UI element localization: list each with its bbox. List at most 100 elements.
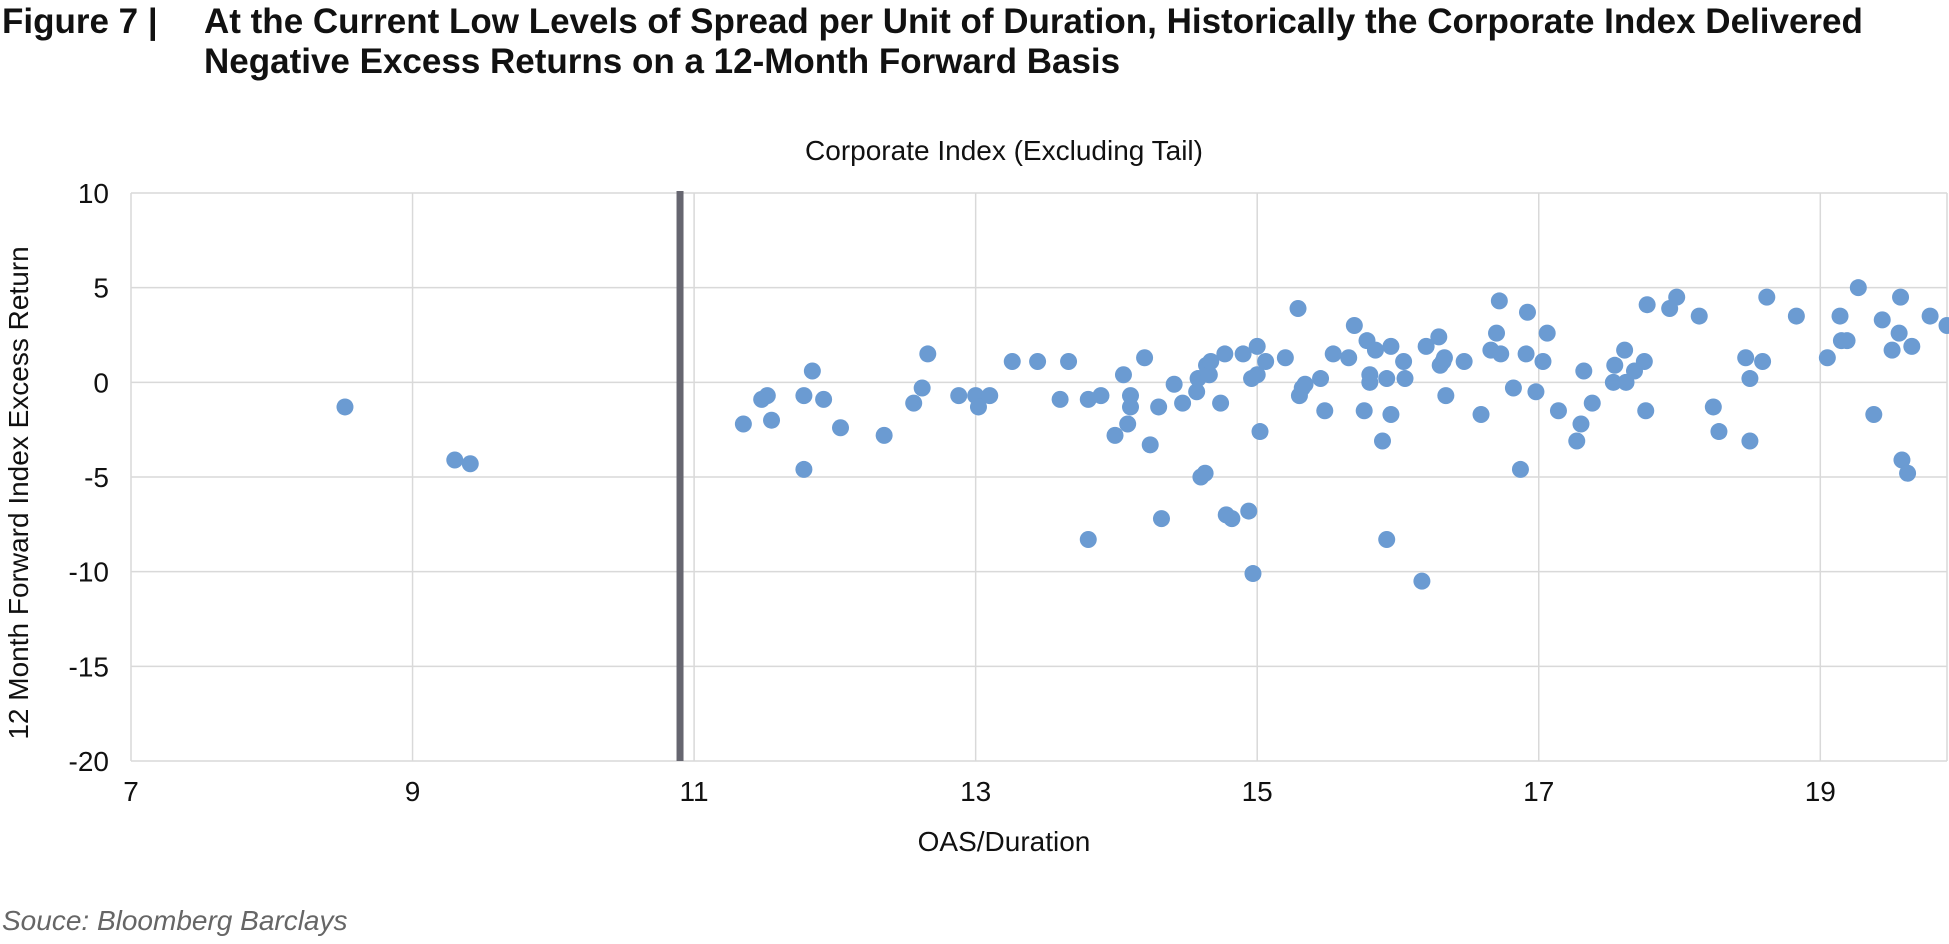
data-point xyxy=(1492,345,1510,363)
data-point xyxy=(763,411,781,429)
data-point xyxy=(1092,387,1110,405)
data-point xyxy=(1899,464,1917,482)
data-point xyxy=(1518,303,1536,321)
data-point xyxy=(1200,366,1218,384)
data-point xyxy=(1366,341,1384,359)
data-point xyxy=(919,345,937,363)
data-point xyxy=(1741,432,1759,450)
data-point xyxy=(1818,349,1836,367)
data-point xyxy=(1051,390,1069,408)
data-point xyxy=(1668,288,1686,306)
data-point xyxy=(795,460,813,478)
data-point xyxy=(1504,379,1522,397)
data-point xyxy=(1638,296,1656,314)
y-tick-label: -15 xyxy=(69,651,109,682)
data-point xyxy=(1787,307,1805,325)
data-point xyxy=(1382,406,1400,424)
data-point xyxy=(1455,353,1473,371)
figure-label: Figure 7 | xyxy=(2,2,158,41)
data-point xyxy=(1635,353,1653,371)
data-point xyxy=(1637,402,1655,420)
x-tick-label: 7 xyxy=(123,776,139,807)
data-point xyxy=(1741,370,1759,388)
data-point xyxy=(1251,423,1269,441)
data-point xyxy=(1572,415,1590,433)
data-point xyxy=(1517,345,1535,363)
data-point xyxy=(1355,402,1373,420)
data-point xyxy=(1316,402,1334,420)
data-point xyxy=(1921,307,1939,325)
data-point xyxy=(1606,356,1624,374)
data-point xyxy=(1430,328,1448,346)
y-tick-label: 0 xyxy=(93,367,109,398)
data-point xyxy=(1216,345,1234,363)
data-point xyxy=(1174,394,1192,412)
data-point xyxy=(1575,362,1593,380)
data-point xyxy=(1849,279,1867,297)
data-point xyxy=(1119,415,1137,433)
x-tick-label: 11 xyxy=(680,776,709,807)
data-point xyxy=(1488,324,1506,342)
data-point xyxy=(875,426,893,444)
data-point xyxy=(1340,349,1358,367)
data-point xyxy=(1106,426,1124,444)
data-point xyxy=(1296,375,1314,393)
data-point xyxy=(1257,353,1275,371)
data-point xyxy=(1758,288,1776,306)
data-point xyxy=(446,451,464,469)
data-point xyxy=(815,390,833,408)
x-axis-label: OAS/Duration xyxy=(918,826,1091,857)
y-tick-label: 10 xyxy=(78,178,109,209)
data-point xyxy=(1114,366,1132,384)
data-point xyxy=(1289,299,1307,317)
data-point xyxy=(734,415,752,433)
x-tick-label: 9 xyxy=(405,776,421,807)
data-point xyxy=(758,387,776,405)
data-point xyxy=(803,362,821,380)
data-point xyxy=(1324,345,1342,363)
data-point xyxy=(1616,341,1634,359)
data-point xyxy=(1413,572,1431,590)
data-point xyxy=(1883,341,1901,359)
data-point xyxy=(1395,353,1413,371)
data-point xyxy=(1079,530,1097,548)
data-point xyxy=(1704,398,1722,416)
data-point xyxy=(1373,432,1391,450)
data-point xyxy=(1604,373,1622,391)
y-tick-label: -20 xyxy=(69,746,109,777)
grid-lines xyxy=(130,192,1948,762)
data-point xyxy=(1223,510,1241,528)
data-point xyxy=(1141,436,1159,454)
x-tick-label: 19 xyxy=(1805,776,1836,807)
data-points xyxy=(336,279,1949,590)
data-point xyxy=(1382,337,1400,355)
data-point xyxy=(1873,311,1891,329)
data-point xyxy=(1029,353,1047,371)
data-point xyxy=(1212,394,1230,412)
data-point xyxy=(1534,353,1552,371)
data-point xyxy=(1437,387,1455,405)
data-point xyxy=(1136,349,1154,367)
data-point xyxy=(1549,402,1567,420)
y-axis-label: 12 Month Forward Index Excess Return xyxy=(3,246,34,739)
data-point xyxy=(1892,288,1910,306)
data-point xyxy=(1893,451,1911,469)
chart-title: Corporate Index (Excluding Tail) xyxy=(805,135,1203,166)
data-point xyxy=(969,398,987,416)
data-point xyxy=(1196,464,1214,482)
data-point xyxy=(1378,370,1396,388)
data-point xyxy=(1122,398,1140,416)
data-point xyxy=(336,398,354,416)
figure-title: At the Current Low Levels of Spread per … xyxy=(204,2,1863,81)
data-point xyxy=(1188,383,1206,401)
data-point xyxy=(1490,292,1508,310)
data-point xyxy=(1754,353,1772,371)
data-point xyxy=(1150,398,1168,416)
data-point xyxy=(1435,349,1453,367)
data-point xyxy=(1527,383,1545,401)
data-point xyxy=(795,387,813,405)
data-point xyxy=(1737,349,1755,367)
data-point xyxy=(1345,317,1363,335)
data-point xyxy=(1690,307,1708,325)
